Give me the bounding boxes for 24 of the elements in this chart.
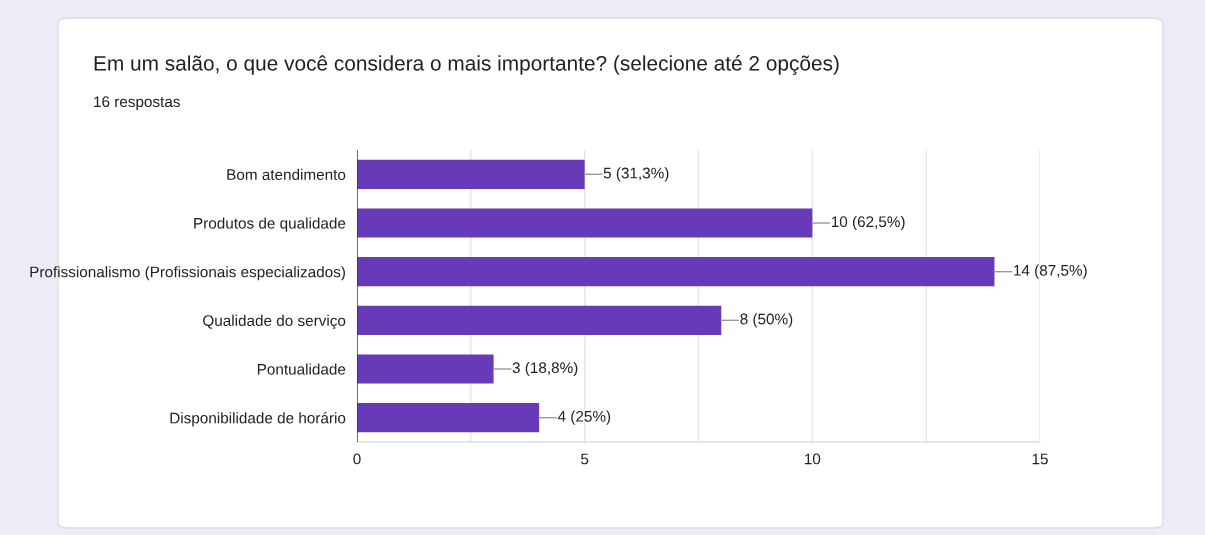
chart-title: Em um salão, o que você considera o mais importante? (selecione até 2 opções)	[94, 55, 839, 75]
y-tick-label: Produtos de qualidade	[194, 217, 346, 232]
x-tick-label: 10	[805, 453, 821, 465]
y-tick-label: Disponibilidade de horário	[170, 412, 346, 427]
x-tick-label: 0	[353, 453, 361, 465]
bar	[357, 208, 813, 238]
data-label: 3 (18,8%)	[512, 361, 578, 377]
data-label: 4 (25%)	[557, 410, 611, 425]
bar	[357, 403, 540, 433]
bar	[357, 257, 995, 287]
data-label: 5 (31,3%)	[603, 167, 669, 182]
y-tick-label: Profissionalismo (Profissionais especializados)	[30, 266, 345, 281]
data-label: 10 (62,5%)	[831, 215, 905, 231]
y-tick-label: Bom atendimento	[227, 168, 346, 181]
data-label: 14 (87,5%)	[1014, 264, 1087, 279]
x-tick-label: 15	[1032, 453, 1048, 465]
y-tick-label: Qualidade do serviço	[203, 314, 346, 330]
x-tick-label: 5	[581, 453, 589, 465]
text: 16 respostas	[94, 96, 180, 111]
bar	[357, 159, 585, 189]
bar	[357, 354, 494, 384]
bar	[357, 305, 722, 335]
data-label: 8 (50%)	[740, 313, 793, 328]
y-tick-label: Pontualidade	[257, 363, 346, 375]
